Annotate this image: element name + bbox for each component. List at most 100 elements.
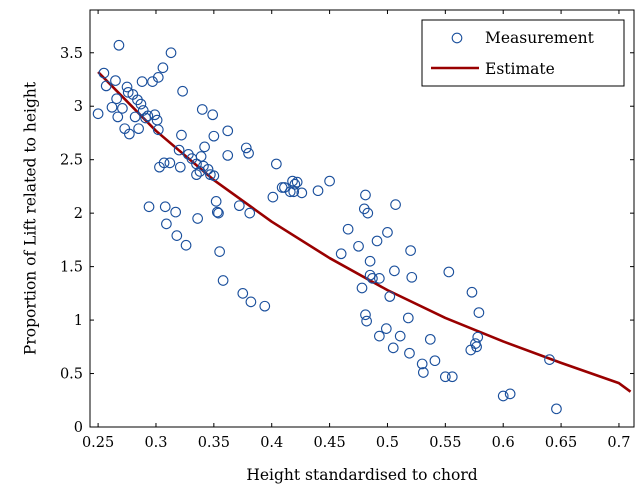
estimate-curve [97, 71, 632, 393]
measurement-point [466, 286, 478, 298]
legend-measurement-marker [451, 32, 463, 44]
measurement-point [353, 240, 364, 252]
measurement-point [380, 323, 392, 334]
measurement-point [416, 358, 428, 370]
x-axis: 0.25 0.3 0.35 0.4 0.45 0.5 0.55 0.6 0.65 0.7 [82, 10, 630, 451]
measurement-point [244, 207, 256, 219]
y-tick-label: 0 [74, 420, 83, 436]
measurement-point [207, 109, 219, 121]
measurement-point [110, 75, 121, 86]
measurement-point [217, 275, 229, 286]
estimate-series [97, 71, 632, 393]
measurement-point [161, 218, 172, 230]
measurement-point [113, 39, 125, 51]
measurement-point [288, 186, 300, 198]
x-tick-label: 0.6 [492, 435, 515, 451]
measurement-point [424, 333, 436, 345]
measurement-point [208, 170, 220, 182]
measurement-point [158, 157, 170, 169]
measurement-point [136, 76, 148, 87]
measurement-point [173, 144, 185, 156]
measurement-point [439, 371, 451, 383]
measurement-point [446, 371, 458, 383]
legend: Measurement Estimate [421, 19, 625, 87]
measurement-point [152, 124, 164, 136]
measurement-point [129, 111, 141, 123]
measurement-point [367, 273, 378, 284]
measurement-point [361, 315, 372, 327]
measurement-point [243, 147, 254, 159]
measurement-point [176, 129, 187, 141]
measurement-point [152, 72, 164, 83]
measurement-point [98, 67, 110, 79]
measurement-point [157, 62, 169, 74]
measurement-point [135, 98, 147, 110]
measurement-point [402, 312, 414, 324]
measurement-point [121, 81, 133, 93]
measurement-point [174, 161, 186, 173]
measurement-point [170, 206, 181, 218]
measurement-point [472, 331, 484, 343]
y-tick-label: 1.5 [60, 260, 83, 276]
measurement-point [389, 265, 400, 277]
measurement-point [151, 114, 163, 126]
measurement-point [364, 255, 376, 267]
measurement-point [390, 199, 401, 210]
measurement-point [312, 185, 324, 197]
measurement-point [222, 125, 234, 137]
measurement-point [364, 269, 376, 281]
y-tick-label: 3 [74, 99, 83, 115]
measurement-point [177, 85, 188, 97]
measurement-point [240, 142, 252, 154]
legend-box [421, 19, 625, 87]
measurement-point [117, 103, 128, 114]
measurement-point [406, 271, 418, 283]
legend-measurement-label: Measurement [485, 29, 595, 47]
measurement-point [245, 296, 257, 308]
x-tick-label: 0.35 [198, 435, 230, 451]
measurement-point [405, 245, 416, 256]
measurement-point [356, 282, 368, 294]
y-tick-label: 2 [74, 206, 83, 222]
measurement-point [92, 108, 104, 120]
y-axis: 0 0.5 1 1.5 2 2.5 3 3.5 [60, 46, 634, 436]
measurement-point [284, 186, 296, 198]
measurement-point [324, 175, 335, 187]
measurement-point [191, 169, 202, 181]
measurement-point [210, 196, 222, 207]
measurement-point [362, 207, 374, 219]
measurement-point [165, 47, 177, 59]
measurement-point [196, 104, 208, 115]
x-tick-label: 0.55 [429, 435, 461, 451]
measurement-point [164, 157, 176, 169]
measurement-point [374, 330, 385, 342]
measurement-point [112, 111, 124, 123]
measurement-point [133, 123, 144, 135]
measurement-point [149, 109, 161, 121]
measurement-point [360, 189, 371, 201]
legend-estimate-label: Estimate [485, 60, 555, 78]
measurement-point [417, 367, 429, 378]
measurement-point [394, 330, 406, 342]
x-tick-label: 0.25 [82, 435, 114, 451]
measurement-point [384, 291, 396, 302]
measurement-point [214, 246, 225, 257]
measurement-point [471, 341, 482, 353]
measurement-point [111, 93, 122, 105]
measurement-point [213, 207, 224, 219]
x-tick-label: 0.4 [260, 435, 283, 451]
x-axis-label: Height standardised to chord [246, 466, 477, 484]
measurement-point [208, 130, 220, 142]
measurement-point [100, 80, 112, 92]
y-tick-label: 2.5 [60, 153, 83, 169]
measurement-point [473, 307, 485, 318]
measurement-point [371, 235, 383, 247]
measurement-point [159, 201, 171, 213]
y-tick-label: 1 [74, 313, 83, 329]
y-axis-label: Proportion of Lift related to height [21, 81, 39, 355]
measurement-point [382, 227, 393, 238]
measurement-point [443, 266, 455, 278]
measurement-point [504, 388, 516, 400]
measurement-point [342, 223, 354, 235]
